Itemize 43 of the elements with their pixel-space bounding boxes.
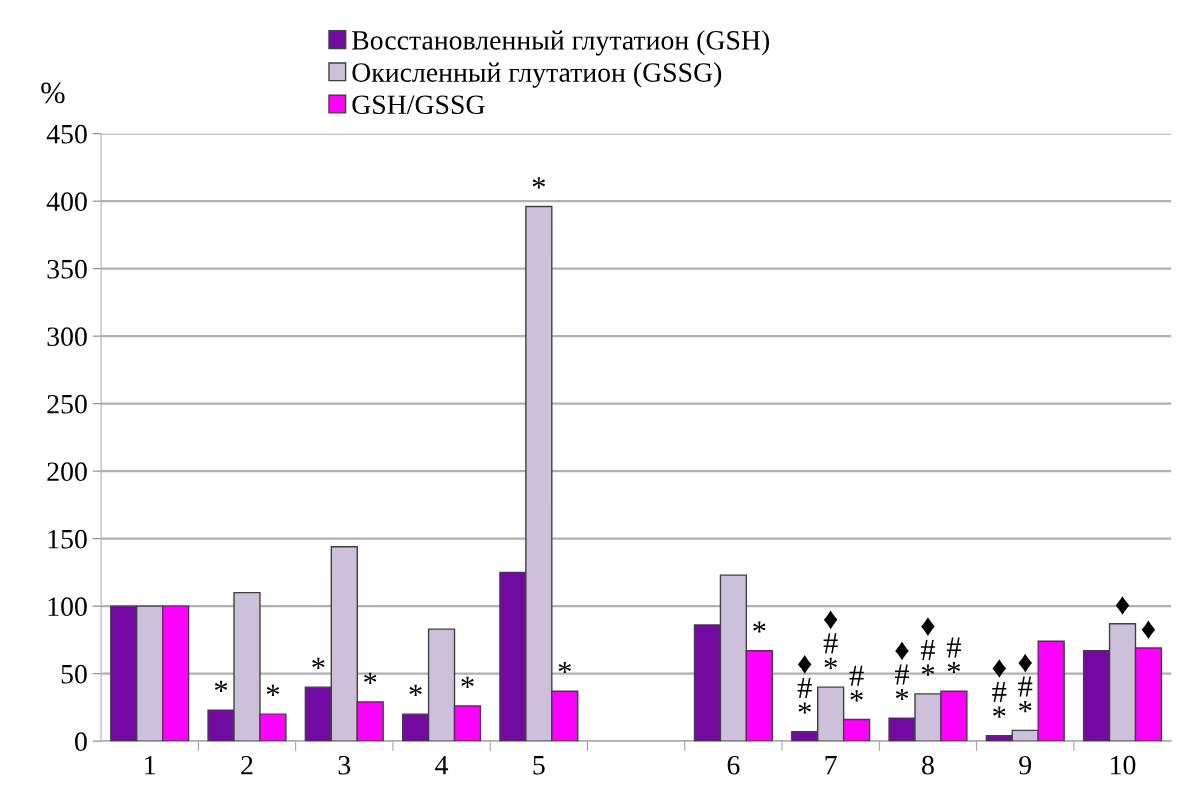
x-tick-label: 6 — [727, 755, 740, 775]
y-tick-label: 150 — [48, 529, 87, 549]
data-label: ♦ — [1141, 620, 1156, 640]
data-label: * — [753, 621, 766, 633]
data-label: * — [266, 684, 280, 697]
data-label: ♦ # * — [823, 610, 838, 670]
x-tick-label: 8 — [922, 755, 934, 775]
data-label: ♦ # * — [920, 617, 936, 676]
legend-label: GSH/GSSG — [352, 95, 485, 115]
legend-label: Окисленный глутатион (GSSG) — [352, 62, 722, 88]
y-tick-label: 100 — [48, 597, 87, 617]
x-tick-label: 4 — [435, 756, 449, 775]
legend-label: Восстановленный глутатион (GSH) — [351, 30, 770, 56]
x-tick-label: 5 — [533, 756, 545, 775]
y-tick-label: 350 — [47, 259, 87, 279]
x-tick-label: 3 — [338, 755, 351, 775]
data-label: * — [558, 661, 571, 674]
data-label: * — [312, 657, 325, 670]
data-label: ♦ # * — [797, 655, 812, 714]
y-tick-label: 300 — [47, 327, 87, 347]
data-label: ♦ # * — [1018, 653, 1033, 713]
y-tick-label: 0 — [75, 732, 87, 752]
y-tick-label: 450 — [46, 124, 87, 144]
y-axis-title: % — [41, 82, 65, 104]
data-label: ♦ # * — [894, 641, 910, 701]
x-tick-label: 9 — [1019, 755, 1032, 775]
data-label: ♦ — [1115, 596, 1130, 615]
x-tick-label: 2 — [241, 755, 253, 775]
data-label: * — [532, 177, 546, 189]
y-tick-label: 50 — [61, 664, 87, 684]
data-label: ♦ # * — [992, 659, 1007, 718]
data-label: * — [461, 676, 474, 688]
data-label: # * — [946, 637, 961, 674]
x-tick-label: 1 — [145, 755, 155, 775]
data-label: * — [214, 680, 228, 693]
x-tick-label: 10 — [1111, 755, 1136, 775]
y-tick-label: 400 — [46, 192, 87, 212]
data-label: # * — [849, 665, 864, 702]
data-label: * — [409, 684, 422, 697]
data-label: * — [364, 672, 377, 684]
y-tick-label: 200 — [47, 462, 87, 482]
x-tick-label: 7 — [825, 756, 837, 775]
y-tick-label: 250 — [47, 394, 87, 414]
